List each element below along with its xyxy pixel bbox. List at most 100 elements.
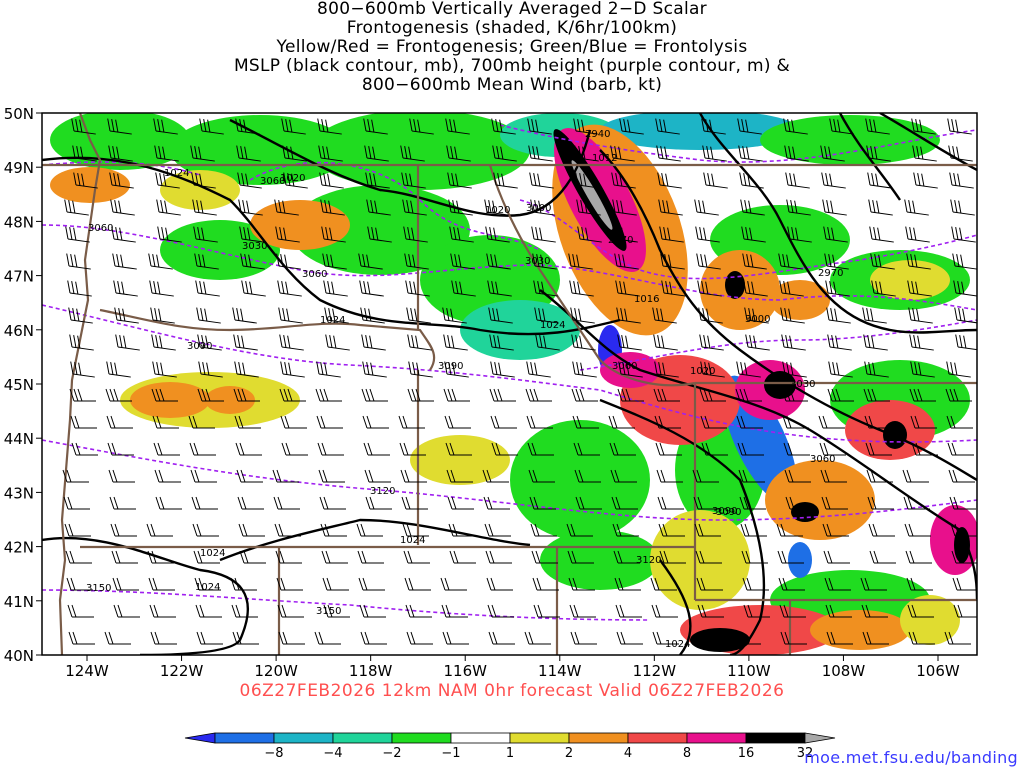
wind-barb: [320, 523, 347, 537]
wind-barb: [485, 550, 512, 564]
wind-barb: [656, 469, 683, 483]
height-contour: [249, 161, 541, 251]
lat-label: 48N: [4, 213, 34, 231]
wind-barb: [195, 280, 220, 297]
wind-barb: [860, 577, 887, 591]
latitude-axis: 50N 49N 48N 47N 46N 45N 44N 43N 42N 41N 40N: [4, 105, 42, 665]
wind-barb: [111, 550, 138, 564]
mslp-contour: [539, 289, 977, 601]
height-label: 2940: [585, 129, 610, 140]
shade-green: [760, 115, 940, 165]
wind-barb: [780, 631, 807, 645]
height-label: 3120: [370, 486, 395, 497]
shade-blue: [722, 375, 798, 505]
height-labels: 3060 3060 3030 3060 3000 2970 2940 3030 …: [86, 129, 843, 617]
wind-barb: [239, 226, 264, 243]
wind-barb: [325, 334, 350, 351]
wind-barb: [71, 118, 96, 135]
height-label: 3150: [316, 606, 341, 617]
wind-barb: [783, 442, 810, 456]
wind-barb: [913, 172, 938, 189]
wind-barb: [783, 118, 808, 135]
wind-barb: [404, 577, 431, 591]
wind-barb: [827, 334, 852, 351]
shade-green: [310, 113, 530, 190]
wind-barb: [73, 172, 98, 189]
height-contour: [42, 161, 201, 176]
wind-barb: [321, 550, 348, 564]
wind-barb: [446, 145, 471, 162]
wind-barb: [283, 172, 308, 189]
credit-link[interactable]: moe.met.fsu.edu/banding: [804, 748, 1018, 767]
wind-barb: [400, 145, 425, 162]
wind-barb: [487, 280, 512, 297]
wind-barb: [275, 550, 302, 564]
wind-barb: [654, 415, 681, 429]
shade-yellow: [650, 510, 750, 610]
wind-barb: [445, 442, 472, 456]
wind-barb: [444, 415, 471, 429]
wind-barb: [740, 199, 765, 216]
wind-barb: [871, 280, 896, 297]
wind-barb: [739, 496, 766, 510]
wind-barb: [110, 199, 135, 216]
shade-gray: [571, 160, 613, 230]
wind-barb: [738, 469, 765, 483]
wind-barb: [276, 577, 303, 591]
lat-label: 42N: [4, 539, 34, 557]
boundaries: [42, 113, 977, 655]
wind-barb: [741, 550, 768, 564]
wind-barb: [778, 577, 805, 591]
wind-barb: [188, 415, 215, 429]
wind-barb: [861, 604, 888, 618]
height-label: 3090: [438, 361, 463, 372]
wind-barb: [318, 145, 343, 162]
wind-barb: [108, 469, 135, 483]
wind-barb: [743, 604, 770, 618]
wind-barb: [660, 253, 685, 270]
shade-yellow: [870, 260, 950, 300]
wind-barb: [363, 118, 388, 135]
wind-barb: [737, 118, 762, 135]
wind-barb: [484, 523, 511, 537]
wind-barb: [527, 442, 554, 456]
wind-barb: [451, 280, 476, 297]
wind-barb: [702, 145, 727, 162]
wind-barb: [108, 145, 133, 162]
wind-barb: [571, 388, 598, 402]
wind-barb: [486, 253, 511, 270]
wind-barb: [864, 361, 889, 378]
wind-barb: [613, 226, 638, 243]
wind-barb: [906, 253, 931, 270]
wind-barb: [703, 172, 728, 189]
wind-barb: [696, 577, 723, 591]
wind-barb: [231, 604, 258, 618]
wind-barb: [193, 226, 218, 243]
wind-barb: [947, 118, 972, 135]
wind-barb: [360, 307, 385, 324]
wind-barb: [829, 118, 854, 135]
wind-barb: [780, 307, 805, 324]
colorbar-swatch: [686, 732, 747, 744]
mslp-label: 1024: [400, 535, 425, 546]
wind-barb: [692, 469, 719, 483]
wind-barb: [449, 550, 476, 564]
wind-barb: [652, 307, 677, 324]
wind-barb: [614, 577, 641, 591]
wind-barb: [862, 631, 889, 645]
mslp-label: 1024: [164, 168, 189, 179]
wind-barb: [322, 577, 349, 591]
coastline: [58, 113, 102, 655]
mslp-label: 1024: [665, 639, 690, 650]
wind-barb: [572, 361, 597, 378]
wind-barb: [361, 334, 386, 351]
wind-barb: [571, 334, 596, 351]
mslp-contour: [229, 118, 592, 217]
wind-barb: [401, 496, 428, 510]
wind-barb: [114, 307, 139, 324]
shade-orange: [810, 610, 910, 650]
wind-barb: [489, 334, 514, 351]
shade-cyan: [600, 113, 800, 150]
wind-barb: [356, 523, 383, 537]
wind-barb: [237, 496, 264, 510]
